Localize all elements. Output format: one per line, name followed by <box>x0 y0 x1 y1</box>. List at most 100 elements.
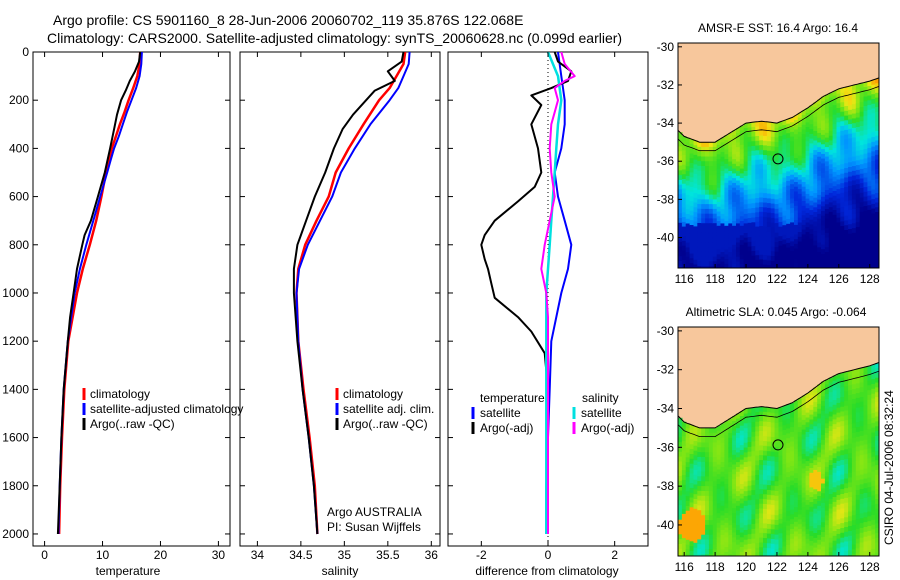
map-cell <box>801 229 807 235</box>
map-cell <box>840 87 845 94</box>
map-cell <box>875 150 879 156</box>
map-cell <box>801 129 807 135</box>
map-cell <box>701 237 706 243</box>
map-cell <box>809 253 814 259</box>
map-cell <box>851 423 857 429</box>
map-cell <box>867 438 872 445</box>
map-cell <box>821 244 826 250</box>
map-cell <box>685 520 691 526</box>
map-cell <box>739 493 745 500</box>
map-cell <box>832 380 838 387</box>
map-cell <box>712 228 718 234</box>
map-cell <box>755 489 760 496</box>
map-cell <box>867 143 872 149</box>
map-cell <box>797 141 803 147</box>
map-cell <box>778 264 783 268</box>
map-cell <box>851 185 857 191</box>
map-cell <box>855 393 861 399</box>
map-cell <box>732 159 737 165</box>
map-cell <box>863 439 868 446</box>
map-cell <box>794 215 799 221</box>
map-cell <box>736 530 741 536</box>
map-cell <box>871 548 876 555</box>
map-cell <box>863 488 868 494</box>
map-cell <box>790 198 795 204</box>
map-cell <box>739 192 745 198</box>
map-cell <box>855 412 861 418</box>
map-cell <box>697 271 702 276</box>
map-cell <box>732 459 737 466</box>
map-cell <box>678 208 683 214</box>
map-cell <box>770 514 776 521</box>
map-cell <box>774 544 780 550</box>
map-cell <box>836 203 841 209</box>
map-cell <box>743 433 749 439</box>
map-cell <box>712 457 718 463</box>
difference-legend-label: Argo(-adj) <box>581 421 634 435</box>
map-cell <box>697 189 702 196</box>
map-cell <box>817 113 822 120</box>
map-cell <box>813 159 818 165</box>
map-cell <box>701 146 706 153</box>
map-cell <box>817 223 822 229</box>
map-cell <box>770 539 776 545</box>
map-cell <box>855 451 861 457</box>
map-cell <box>809 511 814 518</box>
map-xtick-label: 126 <box>829 272 849 286</box>
map-cell <box>794 239 799 245</box>
map-cell <box>693 197 698 204</box>
map-cell <box>855 495 861 501</box>
map-cell <box>763 460 768 466</box>
map-cell <box>848 395 853 401</box>
map-cell <box>720 437 725 444</box>
map-cell <box>844 225 849 231</box>
map-cell <box>705 466 710 473</box>
map-cell <box>732 469 737 475</box>
map-cell <box>728 180 733 186</box>
map-cell <box>797 509 803 516</box>
map-cell <box>844 468 849 475</box>
map-cell <box>859 92 865 99</box>
map-cell <box>716 551 722 556</box>
map-cell <box>809 234 814 240</box>
map-cell <box>747 256 753 262</box>
map-cell <box>732 479 737 485</box>
map-cell <box>705 266 710 268</box>
map-cell <box>871 122 876 129</box>
map-cell <box>782 139 787 145</box>
map-cell <box>805 432 811 438</box>
map-cell <box>774 466 780 473</box>
map-cell <box>708 471 714 478</box>
map-cell <box>828 207 834 213</box>
map-cell <box>848 530 853 537</box>
map-cell <box>712 151 718 158</box>
map-cell <box>678 548 683 555</box>
map-cell <box>778 260 783 266</box>
map-cell <box>681 250 687 256</box>
map-cell <box>813 552 818 556</box>
map-cell <box>712 544 718 550</box>
map-cell <box>681 475 687 481</box>
map-cell <box>770 217 776 224</box>
map-cell <box>863 115 868 121</box>
map-cell <box>844 371 849 378</box>
map-cell <box>778 484 783 491</box>
map-cell <box>817 104 822 110</box>
map-cell <box>743 218 749 225</box>
map-cell <box>871 94 876 100</box>
map-cell <box>759 240 764 246</box>
map-cell <box>728 539 733 546</box>
map-cell <box>689 196 695 202</box>
map-cell <box>732 254 737 260</box>
map-cell <box>832 531 838 537</box>
map-cell <box>732 537 737 543</box>
map-cell <box>848 124 853 130</box>
map-cell <box>794 220 799 226</box>
map-cell <box>732 178 737 184</box>
map-cell <box>774 476 780 482</box>
salinity-xtick-label: 35.5 <box>376 548 400 562</box>
map-cell <box>813 226 818 232</box>
map-cell <box>859 397 865 403</box>
map-cell <box>743 209 749 215</box>
map-cell <box>875 436 879 442</box>
